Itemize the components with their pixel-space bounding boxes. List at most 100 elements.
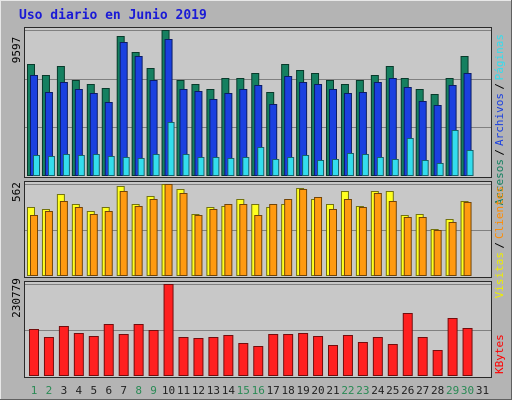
panel-bottom-ymax-label: 230779: [10, 278, 23, 318]
bar-bottom-kbytes-day-17: [268, 334, 279, 376]
bar-top-páginas-day-30: [466, 150, 474, 176]
bar-bottom-kbytes-day-4: [73, 333, 84, 376]
bar-mid-clientes-day-2: [44, 211, 53, 276]
bar-bottom-kbytes-day-6: [103, 324, 114, 376]
x-tick-label-day-21: 21: [326, 384, 339, 397]
bar-bottom-kbytes-day-20: [313, 336, 324, 376]
bar-bottom-kbytes-day-21: [328, 345, 338, 376]
bar-top-páginas-day-3: [62, 154, 70, 176]
x-tick-label-day-16: 16: [252, 384, 265, 397]
bar-bottom-kbytes-day-24: [372, 337, 383, 376]
x-tick-label-day-3: 3: [61, 384, 68, 397]
bar-bottom-kbytes-day-11: [178, 337, 189, 376]
bar-top-páginas-day-15: [242, 157, 250, 176]
x-tick-label-day-18: 18: [282, 384, 295, 397]
bar-mid-clientes-day-9: [149, 199, 158, 276]
x-axis-day-labels: 1 2 3 4 5 6 7 8 9 10 11 12 13 14 15 16 17 18 19 20 21 22 23 24 2…: [31, 384, 489, 397]
bar-mid-clientes-day-16: [254, 215, 263, 276]
bar-top-páginas-day-4: [77, 155, 85, 176]
bar-bottom-kbytes-day-1: [29, 329, 39, 376]
bar-top-páginas-day-13: [212, 157, 220, 176]
bar-top-páginas-day-6: [107, 156, 115, 176]
x-tick-label-day-28: 28: [431, 384, 444, 397]
legend-top: Páginas / Archivos / Accesos: [493, 34, 506, 205]
bar-bottom-kbytes-day-29: [447, 318, 458, 376]
bar-mid-clientes-day-13: [209, 209, 218, 276]
x-tick-label-day-15: 15: [237, 384, 250, 397]
bar-bottom-kbytes-day-30: [462, 328, 473, 376]
bar-bottom-kbytes-day-15: [238, 343, 249, 376]
bars: [27, 30, 474, 376]
bar-mid-clientes-day-1: [30, 215, 38, 276]
bar-top-páginas-day-16: [257, 147, 265, 176]
x-tick-label-day-26: 26: [401, 384, 414, 397]
bar-mid-clientes-day-12: [194, 215, 203, 276]
bar-top-páginas-day-18: [287, 157, 295, 176]
bar-top-páginas-day-7: [122, 157, 130, 176]
bar-bottom-kbytes-day-7: [118, 334, 129, 376]
bar-bottom-kbytes-day-3: [58, 326, 69, 376]
legend-item-visitas: Visitas: [493, 252, 506, 298]
bar-mid-clientes-day-7: [119, 191, 128, 276]
bar-mid-clientes-day-23: [358, 207, 367, 276]
bar-top-páginas-day-11: [182, 154, 190, 176]
bar-top-páginas-day-9: [152, 154, 160, 176]
bar-mid-clientes-day-10: [164, 184, 173, 276]
bar-bottom-kbytes-day-9: [148, 330, 159, 376]
legend-separator-mid-1: /: [493, 242, 506, 249]
bar-top-páginas-day-23: [361, 154, 369, 176]
legend-item-accesos: Accesos: [493, 159, 506, 205]
bar-bottom-kbytes-day-26: [402, 313, 413, 376]
bar-mid-clientes-day-15: [239, 204, 248, 276]
bar-mid-clientes-day-27: [418, 217, 427, 276]
bar-mid-clientes-day-22: [343, 199, 352, 276]
bar-mid-clientes-day-19: [299, 189, 308, 276]
legend-item-archivos: Archivos: [493, 93, 506, 146]
bar-mid-clientes-day-25: [388, 201, 397, 276]
bar-mid-clientes-day-8: [134, 206, 143, 276]
x-tick-label-day-23: 23: [356, 384, 369, 397]
bar-bottom-kbytes-day-5: [88, 336, 99, 376]
bar-bottom-kbytes-day-18: [283, 334, 294, 376]
legend-item-clientes: Clientes: [493, 186, 506, 239]
legend-bottom: KBytes: [493, 334, 506, 374]
bar-top-archivos-day-7: [119, 42, 128, 176]
legend-item-páginas: Páginas: [493, 34, 506, 80]
bar-bottom-kbytes-day-2: [43, 337, 54, 376]
x-tick-label-day-1: 1: [31, 384, 38, 397]
x-tick-label-day-10: 10: [162, 384, 175, 397]
x-tick-label-day-25: 25: [386, 384, 399, 397]
bar-bottom-kbytes-day-25: [387, 344, 398, 376]
bar-mid-clientes-day-5: [89, 214, 98, 276]
legend-mid: Clientes / Visitas: [493, 186, 506, 298]
x-tick-label-day-20: 20: [311, 384, 324, 397]
bar-mid-clientes-day-30: [463, 202, 472, 276]
legend-separator-top-2: /: [493, 149, 506, 156]
bar-top-páginas-day-28: [436, 163, 444, 176]
bar-mid-clientes-day-14: [224, 204, 233, 276]
x-tick-label-day-22: 22: [341, 384, 354, 397]
bar-top-páginas-day-21: [332, 159, 339, 176]
bar-bottom-kbytes-day-19: [298, 333, 309, 376]
bar-mid-clientes-day-29: [448, 222, 457, 276]
x-tick-label-day-17: 17: [267, 384, 280, 397]
legend-separator-top-1: /: [493, 83, 506, 90]
x-tick-label-day-27: 27: [416, 384, 429, 397]
bar-mid-clientes-day-24: [373, 193, 382, 276]
x-tick-label-day-5: 5: [90, 384, 97, 397]
x-tick-label-day-6: 6: [105, 384, 112, 397]
legend-item-kbytes: KBytes: [493, 334, 506, 374]
bar-bottom-kbytes-day-23: [357, 342, 368, 376]
chart-title: Uso diario en Junio 2019: [19, 8, 207, 23]
bar-mid-clientes-day-28: [433, 230, 442, 276]
bar-top-páginas-day-1: [33, 155, 40, 176]
bar-mid-clientes-day-20: [314, 197, 323, 276]
x-tick-label-day-11: 11: [177, 384, 190, 397]
bar-top-páginas-day-25: [391, 159, 399, 176]
bar-bottom-kbytes-day-10: [163, 284, 174, 376]
x-tick-label-day-14: 14: [222, 384, 236, 397]
bar-top-páginas-day-5: [92, 154, 100, 176]
bar-bottom-kbytes-day-8: [133, 324, 144, 376]
